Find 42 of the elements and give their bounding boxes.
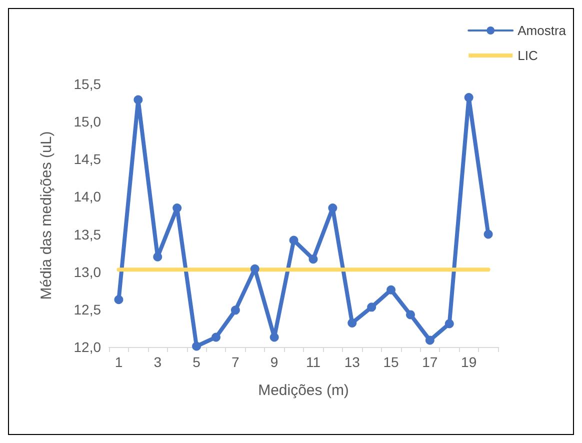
legend-label: Amostra <box>518 23 567 38</box>
y-tick-label: 15,0 <box>74 114 102 130</box>
point <box>328 203 338 212</box>
y-tick-label: 12,5 <box>74 301 102 318</box>
x-tick-label: 19 <box>461 354 477 370</box>
y-tick-label: 14,0 <box>74 188 102 205</box>
point <box>425 336 434 345</box>
point <box>348 318 357 328</box>
y-tick-label: 13,5 <box>74 226 102 242</box>
x-tick-label: 15 <box>383 354 400 370</box>
point <box>230 306 240 315</box>
x-tick-label: 3 <box>154 354 162 370</box>
y-tick-label: 14,5 <box>74 151 102 168</box>
point <box>250 264 260 274</box>
point <box>211 332 220 342</box>
x-tick-label: 7 <box>232 354 240 370</box>
point <box>114 295 124 304</box>
y-tick-label: 12,0 <box>74 339 102 355</box>
x-tick-label: 17 <box>422 354 438 370</box>
legend-label: LIC <box>518 48 538 63</box>
point <box>484 230 493 239</box>
point <box>367 302 376 312</box>
point <box>386 285 396 294</box>
point <box>464 93 474 102</box>
point <box>406 310 415 320</box>
point <box>289 236 298 245</box>
y-tick-label: 13,0 <box>74 264 102 280</box>
x-tick-label: 1 <box>114 354 123 370</box>
point <box>172 203 182 212</box>
point <box>308 254 318 264</box>
x-axis-title: Medições (m) <box>258 382 349 399</box>
y-axis-title: Média das medições (uL) <box>38 131 55 300</box>
point <box>270 332 279 342</box>
x-tick-label: 9 <box>270 354 278 370</box>
point <box>153 252 162 262</box>
y-tick-label: 15,5 <box>74 76 102 92</box>
point <box>192 342 202 351</box>
x-tick-label: 13 <box>344 354 360 370</box>
x-tick-label: 5 <box>192 354 201 370</box>
point <box>134 95 143 104</box>
point <box>444 319 454 328</box>
x-tick-label: 11 <box>306 354 321 370</box>
